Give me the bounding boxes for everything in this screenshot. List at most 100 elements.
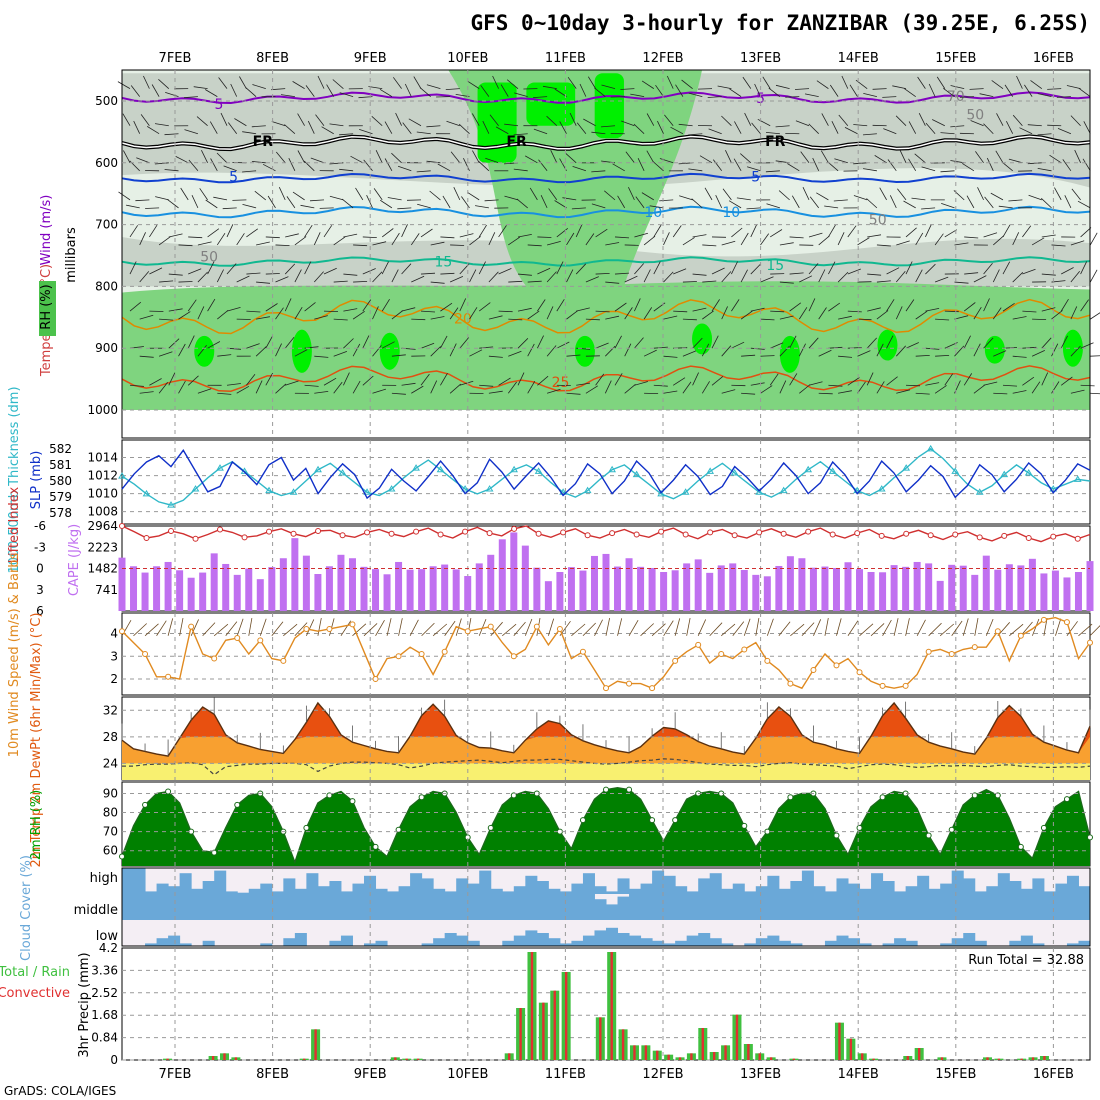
wind-barb [139,314,154,320]
y-tick-label: 741 [95,583,118,597]
wind-barb [795,120,810,127]
wind-barb [630,93,645,98]
date-label-top: 15FEB [935,51,976,66]
cloud-high-cell [444,891,457,894]
wind10m-line-marker [764,657,771,664]
precip-convective-bar [166,1058,169,1060]
wind-barb [319,207,334,209]
cape-bar [314,574,322,611]
rh-peak [877,329,898,361]
wind-barb [313,232,321,246]
wind-barb [828,384,843,387]
wind10m-barb [294,622,308,637]
temp-25-contour [121,365,1091,392]
wind-barb [838,315,852,320]
contour-label: 5 [756,91,765,107]
wind-barb [314,355,329,358]
wind-barb [546,306,554,320]
wind-barb [750,224,758,238]
wind-barb [467,80,480,89]
wind10m-line-marker [441,648,448,655]
cloud-high-cell [1032,878,1045,894]
wind-barb [779,242,794,246]
wind-barb [217,309,229,320]
wind-barb [876,343,884,357]
wind-barb [688,133,703,136]
wind-barb [562,197,577,201]
wind-barb [653,261,661,275]
lifted-index-line-marker [805,528,812,535]
cloud-middle-cell [1055,894,1068,920]
wind-barb [187,299,197,312]
contour-label: FR [253,134,274,150]
cloud-middle-cell [156,894,169,920]
wind-barb [736,197,751,201]
wind-barb [624,275,638,283]
cape-bar [348,558,356,611]
wind-barb [323,267,337,275]
wind-barb [876,381,885,394]
precip-convective-bar [314,1029,317,1060]
thickness-line-marker [583,486,592,494]
wind-barb [262,163,276,172]
wind-barb [275,151,286,164]
wind-barb [284,298,292,312]
lifted-index-line-marker [1050,533,1057,540]
wind-barb [731,227,743,238]
lifted-index-line-marker [976,534,983,541]
wind-barb [391,269,399,283]
wind-barb [326,84,335,97]
cloud-middle-cell [686,894,699,920]
wind-barb [915,392,930,395]
contour-label: 10 [644,205,662,221]
wind10m-barb [375,620,385,636]
wind-barb [637,158,645,171]
wind-barb [188,268,202,275]
wind-barb [672,377,686,386]
cape-bar [233,574,241,611]
rh2m-line-marker [487,824,494,831]
wind-barb [1080,384,1095,387]
wind-barb [149,378,162,386]
thickness-line-marker [265,486,273,494]
wind-barb [482,120,490,134]
wind-barb [837,232,845,246]
wind-barb [207,228,220,238]
lifted-index-line-marker [682,531,689,538]
cape-bar [187,577,195,611]
cloud-middle-cell [1032,894,1045,920]
precip-convective-bar [633,1045,636,1060]
cape-bar [360,566,368,611]
wind-barb [941,203,955,209]
precip-convective-bar [724,1045,727,1060]
cloud-middle-cell [387,894,400,920]
wind-barb [802,187,810,201]
thickness-line-marker [657,489,666,497]
axis-label: 1000-500mb Thickness (dm) [7,386,22,573]
wind10m-barb [605,618,610,636]
cloud-middle-cell [594,899,607,920]
cape-bar [395,561,403,611]
y-tick-label: 80 [103,806,118,820]
wind-barb [362,236,377,238]
date-label-bottom: 16FEB [1033,1067,1074,1082]
wind-barb [1012,390,1027,394]
wind-barb [789,236,804,239]
wind-barb [711,335,719,349]
wind-barb [604,190,616,201]
rh2m-line-marker [326,792,333,799]
cape-bar [729,563,737,611]
wind-barb [554,200,567,209]
y-tick-label: 4.2 [99,941,118,955]
wind-barb [352,310,365,320]
cloud-high-cell [732,883,745,894]
wind-barb [165,92,179,98]
rh2m-line-marker [510,792,517,799]
wind-barb [191,195,199,209]
cape-bar [1051,570,1059,611]
wind10m-barb [582,622,596,637]
wind-barb [1070,270,1081,283]
cloud-low-cell [467,940,480,946]
cloud-high-cell [306,873,319,894]
cloud-middle-cell [225,894,238,920]
